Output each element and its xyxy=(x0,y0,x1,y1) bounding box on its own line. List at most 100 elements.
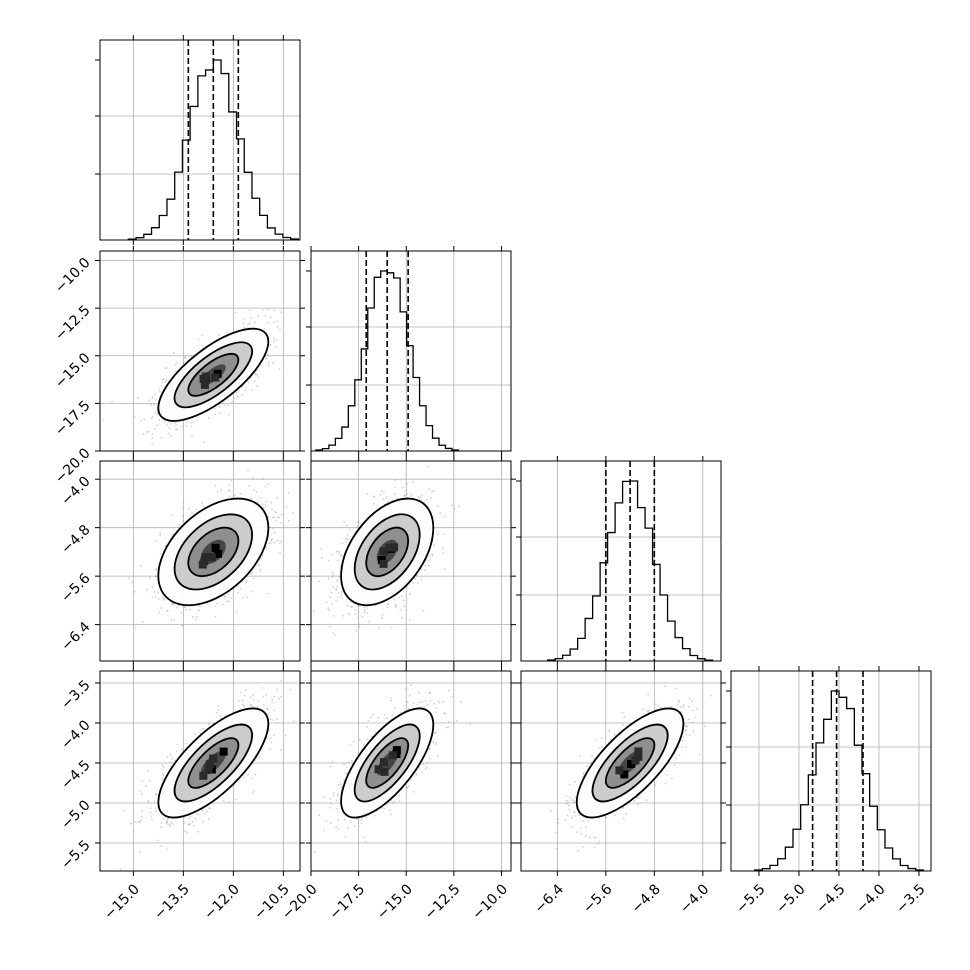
density-block xyxy=(385,543,394,552)
scatter-point xyxy=(151,397,154,400)
contour-0 xyxy=(340,497,435,607)
scatter-point xyxy=(208,818,210,820)
scatter-point xyxy=(269,344,272,347)
scatter-point xyxy=(172,352,175,354)
hist-panel-0 xyxy=(95,35,301,245)
scatter-point xyxy=(262,477,265,480)
scatter-point xyxy=(247,773,249,776)
scatter-point xyxy=(273,321,275,324)
scatter-point xyxy=(331,603,334,605)
scatter-point xyxy=(255,491,258,493)
hist-panel-1 xyxy=(306,246,512,456)
scatter-point xyxy=(169,824,171,827)
scatter-point xyxy=(160,437,163,440)
scatter-point xyxy=(251,477,254,479)
scatter-point xyxy=(142,433,145,436)
scatter-point xyxy=(278,368,281,370)
scatter-point xyxy=(155,575,158,578)
panel-frame xyxy=(310,250,512,452)
scatter-point xyxy=(202,505,205,507)
scatter-point xyxy=(192,420,195,423)
scatter-point xyxy=(165,379,168,382)
scatter-point xyxy=(243,317,245,320)
scatter-point xyxy=(224,595,227,598)
scatter-point xyxy=(367,513,370,516)
scatter-point xyxy=(265,357,268,360)
scatter-point xyxy=(442,547,444,550)
scatter-point xyxy=(274,519,277,522)
scatter-point xyxy=(224,598,227,600)
scatter-point xyxy=(207,416,210,419)
scatter-point xyxy=(252,789,255,792)
scatter-point xyxy=(237,585,240,588)
contour-0 xyxy=(157,497,270,607)
contour-0 xyxy=(157,327,270,422)
scatter-point xyxy=(393,598,396,601)
scatter-point xyxy=(265,693,268,696)
scatter-point xyxy=(197,338,200,341)
scatter-point xyxy=(328,625,331,628)
scatter-point xyxy=(167,609,169,612)
scatter-point xyxy=(307,460,309,462)
scatter-point xyxy=(218,412,221,415)
scatter-point xyxy=(226,331,229,334)
scatter-point xyxy=(166,610,169,612)
scatter-point xyxy=(223,595,226,598)
scatter-point xyxy=(338,576,341,578)
scatter-point xyxy=(428,559,430,562)
scatter-point xyxy=(184,357,186,360)
scatter-point xyxy=(340,591,343,593)
scatter-point xyxy=(140,793,143,796)
scatter-point xyxy=(155,567,158,570)
scatter-point xyxy=(141,810,144,813)
scatter-point xyxy=(146,588,149,591)
scatter-point xyxy=(262,506,265,509)
scatter-point xyxy=(265,500,267,503)
scatter-point xyxy=(358,623,361,626)
scatter-point xyxy=(280,540,283,543)
scatter-point xyxy=(292,512,294,515)
scatter-point xyxy=(432,544,435,546)
scatter-point xyxy=(332,573,335,576)
scatter-point xyxy=(196,419,199,422)
contour-1 xyxy=(173,513,253,591)
scatter-point xyxy=(162,378,165,381)
scatter-point xyxy=(347,612,349,615)
scatter-point xyxy=(154,596,157,598)
scatter-point xyxy=(428,555,431,558)
scatter-point xyxy=(443,533,446,535)
scatter-point xyxy=(257,501,260,504)
scatter-point xyxy=(332,586,334,589)
scatter-point xyxy=(233,494,236,497)
scatter-point xyxy=(200,502,203,504)
scatter-point xyxy=(175,370,177,373)
scatter-point xyxy=(366,493,369,495)
scatter-point xyxy=(251,776,254,779)
scatter-point xyxy=(235,611,238,614)
scatter-point xyxy=(148,576,151,579)
scatter-point xyxy=(354,609,357,611)
scatter-point xyxy=(274,531,276,534)
scatter-point xyxy=(140,816,143,818)
density-block xyxy=(390,543,399,552)
scatter-point xyxy=(264,504,267,507)
contour-2 xyxy=(365,526,410,578)
scatter-point xyxy=(335,589,337,591)
scatter-point xyxy=(343,520,346,523)
scatter-point xyxy=(426,498,428,501)
scatter-point xyxy=(281,513,283,516)
scatter-point xyxy=(269,316,272,319)
scatter-point xyxy=(151,442,154,445)
scatter-point xyxy=(275,320,278,323)
scatter-point xyxy=(150,417,153,420)
scatter-point xyxy=(379,493,382,496)
scatter-point xyxy=(248,322,251,325)
scatter-point xyxy=(139,851,142,854)
scatter-point xyxy=(318,580,321,583)
panel-frame xyxy=(310,460,512,662)
scatter-point xyxy=(279,541,281,544)
scatter-point xyxy=(424,569,427,572)
scatter-point xyxy=(411,493,413,496)
scatter-point xyxy=(175,424,177,427)
